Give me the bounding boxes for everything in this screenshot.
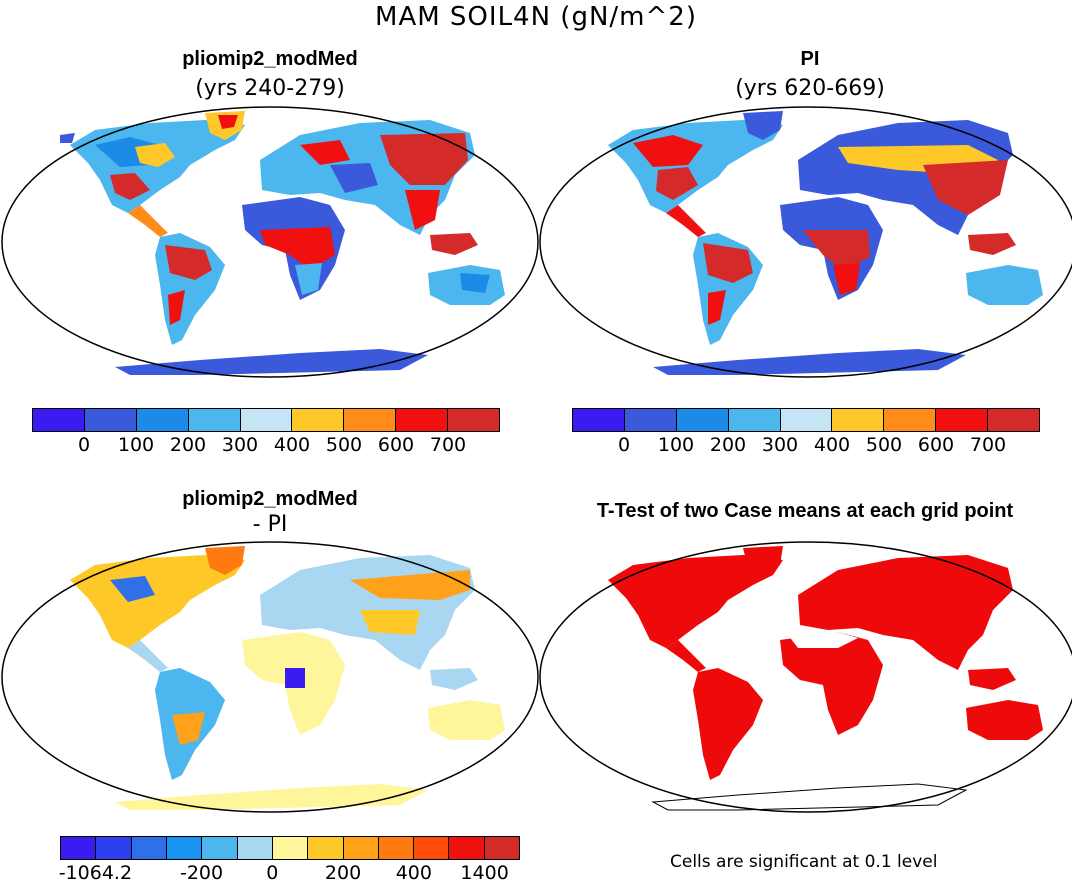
colorbar-tick-label: 500 <box>865 434 903 456</box>
map-outline <box>1 541 539 813</box>
map-bottom-right <box>539 541 1072 813</box>
colorbar-swatch <box>676 409 729 431</box>
colorbar-tick-label: 500 <box>325 434 363 456</box>
colorbar-tick-label: 200 <box>324 862 362 884</box>
colorbar-tick-label: 400 <box>395 862 432 884</box>
colorbar-top-left <box>32 408 500 432</box>
land-bottom-right <box>608 546 1043 780</box>
colorbar-swatch <box>96 837 132 859</box>
colorbar-tick-label: 0 <box>266 862 279 884</box>
maritime-asia <box>430 233 478 255</box>
central-america <box>128 205 168 237</box>
colorbar-swatch <box>237 837 273 859</box>
colorbar-swatch <box>292 409 345 431</box>
map-top-left <box>1 106 539 378</box>
colorbar-swatch <box>84 409 137 431</box>
colorbar-swatches <box>60 836 520 860</box>
colorbar-swatch <box>884 409 937 431</box>
panel-title-top-left: pliomip2_modMed <box>182 48 358 70</box>
colorbar-swatch <box>308 837 344 859</box>
colorbar-swatches <box>32 408 500 432</box>
colorbar-swatch <box>166 837 203 859</box>
colorbar-tick-label: -200 <box>179 862 224 884</box>
colorbar-labels-bottom-left: -1064.2 -200 0 200 400 1400 <box>58 862 520 884</box>
figure-title: MAM SOIL4N (gN/m^2) <box>375 2 697 32</box>
map-bottom-left <box>1 541 539 813</box>
colorbar-labels-top-left: 0 100 200 300 400 500 600 700 <box>32 434 500 458</box>
colorbar-top-right <box>572 408 1040 432</box>
colorbar-swatch <box>936 409 989 431</box>
colorbar-tick-label: 100 <box>657 434 695 456</box>
map-outline <box>539 541 1072 813</box>
colorbar-tick-label: 400 <box>273 434 311 456</box>
colorbar-tick-label: 300 <box>761 434 799 456</box>
colorbar-swatch <box>343 837 379 859</box>
colorbar-swatch <box>780 409 833 431</box>
land-bottom-left <box>70 546 505 810</box>
panel-title-top-right: PI <box>800 48 820 70</box>
colorbar-swatch <box>448 409 500 431</box>
colorbar-swatch <box>378 837 415 859</box>
colorbar-swatch <box>33 409 85 431</box>
panel-subtitle-bottom-left: - PI <box>252 512 288 537</box>
colorbar-tick-label: 300 <box>221 434 259 456</box>
panel-title-bottom-right: T-Test of two Case means at each grid po… <box>596 500 1014 522</box>
colorbar-tick-label: 100 <box>117 434 155 456</box>
land-top-left <box>60 111 505 375</box>
colorbar-bottom-left <box>60 836 520 860</box>
colorbar-swatches <box>572 408 1040 432</box>
colorbar-swatch <box>573 409 625 431</box>
map-outline <box>1 106 539 378</box>
colorbar-tick-label: 1400 <box>460 862 509 884</box>
colorbar-swatch <box>832 409 885 431</box>
colorbar-labels-top-right: 0 100 200 300 400 500 600 700 <box>572 434 1040 458</box>
colorbar-swatch <box>272 837 309 859</box>
panel-title-bottom-left: pliomip2_modMed <box>182 488 358 510</box>
colorbar-swatch <box>624 409 677 431</box>
colorbar-tick-label: 0 <box>617 434 631 456</box>
colorbar-tick-label: 0 <box>77 434 91 456</box>
colorbar-tick-label: 400 <box>813 434 851 456</box>
colorbar-tick-label: 700 <box>429 434 467 456</box>
colorbar-tick-label: 200 <box>709 434 747 456</box>
land-top-right <box>608 111 1043 375</box>
colorbar-tick-label: -1064.2 <box>58 862 133 884</box>
panel-subtitle-top-right: (yrs 620-669) <box>735 76 885 101</box>
colorbar-tick-label: 700 <box>969 434 1007 456</box>
colorbar-swatch <box>131 837 167 859</box>
colorbar-swatch <box>202 837 238 859</box>
colorbar-tick-label: 600 <box>917 434 955 456</box>
colorbar-swatch <box>484 837 520 859</box>
colorbar-swatch <box>414 837 450 859</box>
antarctica <box>115 349 428 375</box>
colorbar-tick-label: 600 <box>377 434 415 456</box>
colorbar-swatch <box>449 837 485 859</box>
colorbar-swatch <box>396 409 449 431</box>
colorbar-swatch <box>988 409 1040 431</box>
map-outline <box>539 106 1072 378</box>
colorbar-swatch <box>188 409 241 431</box>
significance-note: Cells are significant at 0.1 level <box>670 852 938 872</box>
panel-subtitle-top-left: (yrs 240-279) <box>195 76 345 101</box>
colorbar-swatch <box>728 409 781 431</box>
colorbar-swatch <box>344 409 397 431</box>
map-top-right <box>539 106 1072 378</box>
colorbar-tick-label: 200 <box>169 434 207 456</box>
colorbar-swatch <box>240 409 293 431</box>
colorbar-swatch <box>61 837 97 859</box>
colorbar-swatch <box>136 409 189 431</box>
